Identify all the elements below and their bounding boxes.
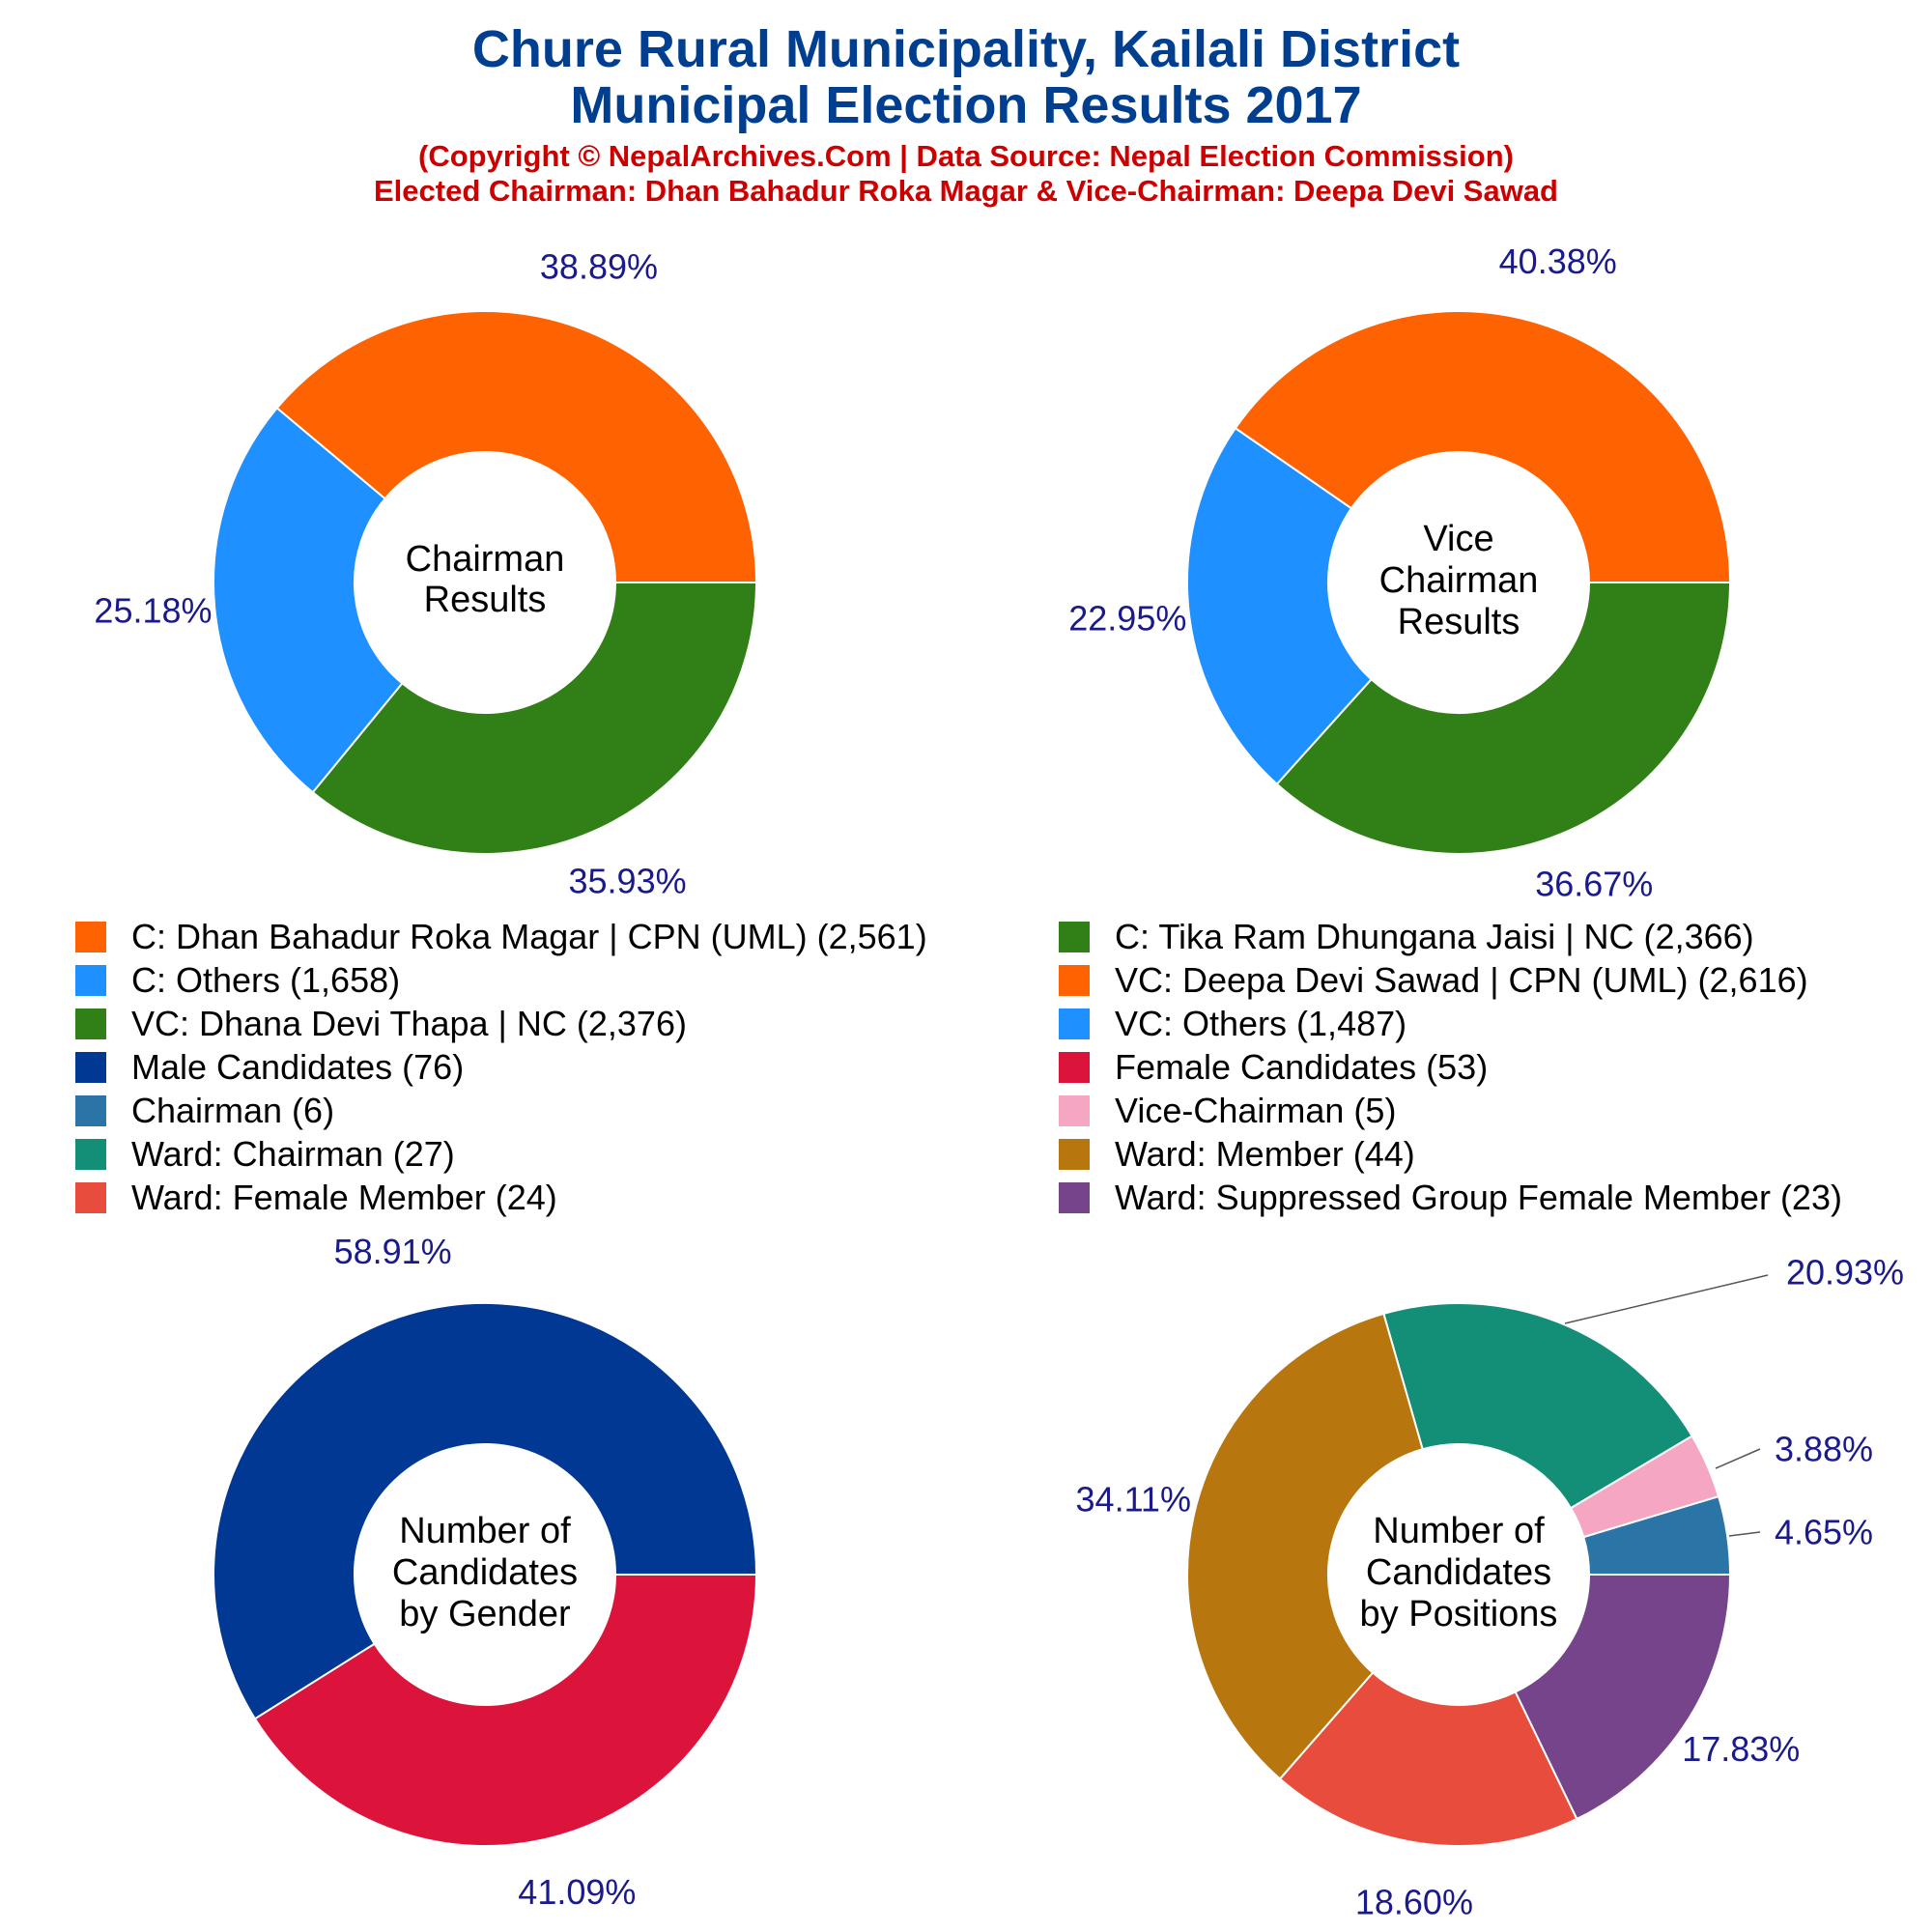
chart-title-line-2: Municipal Election Results 2017	[570, 76, 1362, 134]
legend-item: Chairman (6)	[75, 1091, 335, 1130]
donut-slice	[213, 407, 404, 794]
chart-header: Chure Rural Municipality, Kailali Distri…	[0, 21, 1932, 209]
legend-swatch	[75, 1139, 106, 1170]
percent-label: 17.83%	[1682, 1729, 1800, 1769]
legend-swatch	[1059, 1182, 1090, 1213]
legend-swatch	[1059, 1095, 1090, 1126]
legend-item: VC: Others (1,487)	[1059, 1004, 1407, 1043]
percent-label: 41.09%	[518, 1872, 636, 1912]
legend-label: Ward: Chairman (27)	[131, 1134, 455, 1174]
donut-slice	[1186, 1312, 1424, 1780]
percent-label: 20.93%	[1786, 1253, 1904, 1293]
legend-swatch	[1059, 1009, 1090, 1039]
legend-label: Chairman (6)	[131, 1091, 335, 1130]
donut-center-label: Chairman	[1379, 560, 1539, 601]
percent-label: 40.38%	[1499, 242, 1617, 281]
percent-label: 35.93%	[569, 861, 687, 900]
legend-label: VC: Dhana Devi Thapa | NC (2,376)	[131, 1004, 687, 1043]
donut-center-label: Chairman	[406, 539, 565, 580]
legend-label: Ward: Suppressed Group Female Member (23…	[1115, 1178, 1842, 1217]
donut-slice	[253, 1574, 758, 1847]
legend-label: Female Candidates (53)	[1115, 1047, 1489, 1087]
label-leader-line	[1728, 1531, 1761, 1537]
donut-center-label: Number of	[399, 1511, 571, 1551]
legend-label: C: Dhan Bahadur Roka Magar | CPN (UML) (…	[131, 917, 927, 956]
legend-item: C: Dhan Bahadur Roka Magar | CPN (UML) (…	[75, 917, 927, 956]
percent-label: 22.95%	[1068, 599, 1186, 639]
legend-label: Male Candidates (76)	[131, 1047, 465, 1087]
legend-item: Ward: Member (44)	[1059, 1134, 1415, 1174]
legend-label: VC: Deepa Devi Sawad | CPN (UML) (2,616)	[1115, 960, 1808, 1000]
legend-swatch	[75, 1052, 106, 1083]
legend-label: Vice-Chairman (5)	[1115, 1091, 1397, 1130]
legend-item: Ward: Suppressed Group Female Member (23…	[1059, 1178, 1842, 1217]
donut-center-label: Number of	[1373, 1511, 1545, 1551]
legend-label: C: Others (1,658)	[131, 960, 401, 1000]
percent-label: 3.88%	[1775, 1430, 1873, 1469]
donut-slice	[1186, 426, 1374, 786]
percent-label: 58.91%	[334, 1232, 452, 1271]
percent-label: 18.60%	[1355, 1882, 1473, 1921]
donut-slice	[311, 582, 758, 855]
legend-swatch	[75, 1182, 106, 1213]
label-leader-line	[1715, 1448, 1761, 1469]
legend-item: VC: Dhana Devi Thapa | NC (2,376)	[75, 1004, 687, 1043]
donut-center-label: Candidates	[392, 1552, 578, 1593]
percent-label: 36.67%	[1535, 865, 1653, 904]
legend-swatch	[75, 965, 106, 996]
legend-swatch	[1059, 1052, 1090, 1083]
chart-subtitle-line-2: Elected Chairman: Dhan Bahadur Roka Maga…	[373, 174, 1558, 208]
legend-swatch	[75, 1009, 106, 1039]
donut-slice	[213, 1302, 758, 1720]
donut-center-label: by Gender	[399, 1594, 571, 1634]
donut-center-label: Candidates	[1366, 1552, 1551, 1593]
donut-slice	[1278, 1671, 1578, 1847]
label-leader-line	[1564, 1274, 1769, 1324]
donut-center-label: Vice	[1423, 519, 1493, 559]
legend-item: C: Others (1,658)	[75, 960, 401, 1000]
percent-label: 25.18%	[94, 591, 212, 631]
legend-swatch	[1059, 965, 1090, 996]
legend-label: Ward: Member (44)	[1115, 1134, 1415, 1174]
legend-item: Female Candidates (53)	[1059, 1047, 1489, 1087]
legend-item: C: Tika Ram Dhungana Jaisi | NC (2,366)	[1059, 917, 1754, 956]
chart-legend: C: Dhan Bahadur Roka Magar | CPN (UML) (…	[75, 917, 1911, 1227]
legend-swatch	[75, 1095, 106, 1126]
legend-label: VC: Others (1,487)	[1115, 1004, 1407, 1043]
donut-center-label: Results	[1398, 602, 1520, 642]
donut-slice	[1382, 1302, 1693, 1510]
donut-center-label: Results	[424, 580, 547, 620]
donut-slice	[1514, 1574, 1732, 1821]
donut-center-label: by Positions	[1360, 1594, 1558, 1634]
legend-item: Male Candidates (76)	[75, 1047, 465, 1087]
donut-slice	[1234, 310, 1732, 583]
legend-item: Ward: Female Member (24)	[75, 1178, 557, 1217]
legend-label: Ward: Female Member (24)	[131, 1178, 557, 1217]
percent-label: 38.89%	[540, 246, 658, 286]
percent-label: 34.11%	[1076, 1480, 1191, 1520]
donut-slice	[275, 310, 758, 583]
percent-label: 4.65%	[1775, 1513, 1873, 1552]
legend-item: Ward: Chairman (27)	[75, 1134, 455, 1174]
legend-swatch	[1059, 922, 1090, 952]
legend-swatch	[75, 922, 106, 952]
legend-swatch	[1059, 1139, 1090, 1170]
legend-label: C: Tika Ram Dhungana Jaisi | NC (2,366)	[1115, 917, 1754, 956]
chart-title-line-1: Chure Rural Municipality, Kailali Distri…	[471, 20, 1461, 78]
donut-chart-4: 4.65% 3.88% 20.93% 34.11% 18.60% 17.83% Number…	[1076, 1253, 1905, 1922]
legend-item: Vice-Chairman (5)	[1059, 1091, 1397, 1130]
legend-item: VC: Deepa Devi Sawad | CPN (UML) (2,616)	[1059, 960, 1808, 1000]
chart-subtitle-line-1: (Copyright © NepalArchives.Com | Data So…	[418, 139, 1514, 173]
donut-slice	[1275, 582, 1732, 855]
